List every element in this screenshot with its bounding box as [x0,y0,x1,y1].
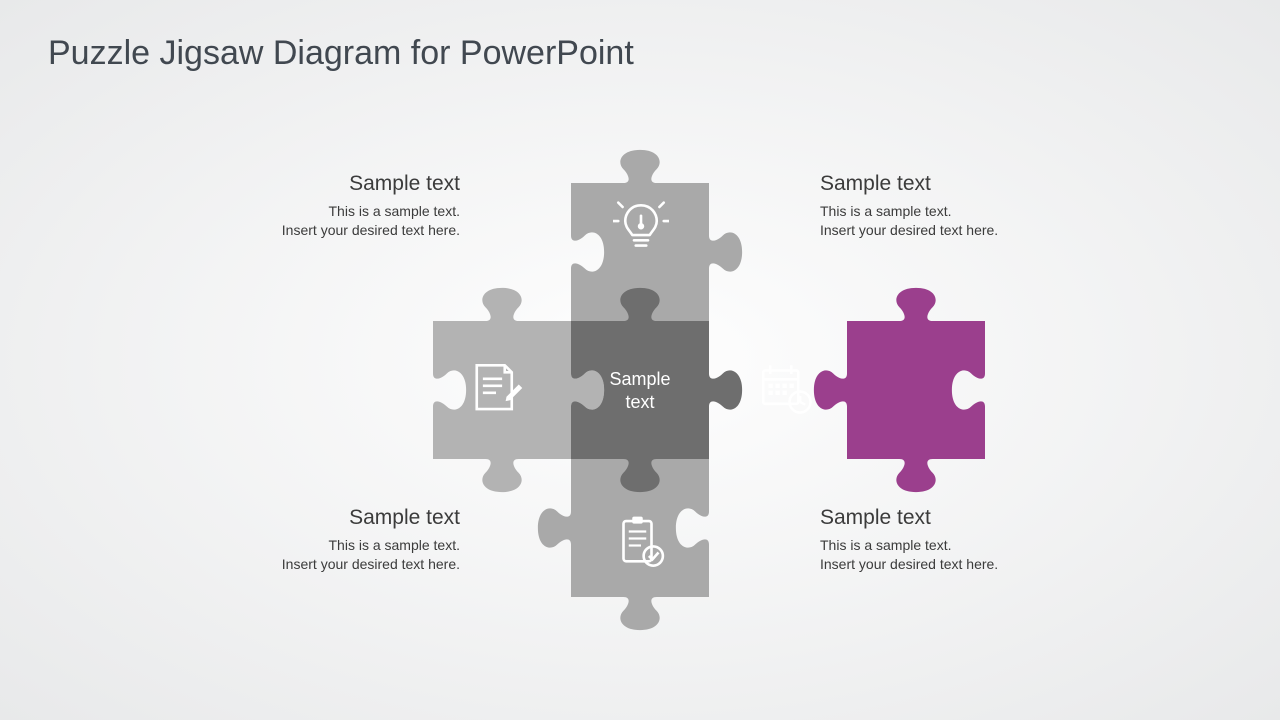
caption-body-1: This is a sample text. [820,536,1080,555]
puzzle-diagram [0,0,1280,720]
caption-body-2: Insert your desired text here. [200,221,460,240]
caption-body-2: Insert your desired text here. [820,555,1080,574]
puzzle-piece-right [814,288,985,492]
caption-title: Sample text [820,172,1080,196]
caption-title: Sample text [200,172,460,196]
caption-top-left: Sample text This is a sample text. Inser… [200,172,460,240]
caption-body-1: This is a sample text. [200,202,460,221]
document-pencil-icon [468,360,524,416]
caption-top-right: Sample text This is a sample text. Inser… [820,172,1080,240]
lightbulb-icon [613,200,669,256]
caption-bottom-left: Sample text This is a sample text. Inser… [200,506,460,574]
caption-body-2: Insert your desired text here. [820,221,1080,240]
caption-title: Sample text [200,506,460,530]
clipboard-check-icon [613,514,669,570]
calendar-clock-icon [758,360,814,416]
center-label: Sample text [590,368,690,413]
caption-bottom-right: Sample text This is a sample text. Inser… [820,506,1080,574]
caption-body-1: This is a sample text. [200,536,460,555]
center-label-line2: text [625,392,654,412]
caption-body-2: Insert your desired text here. [200,555,460,574]
caption-title: Sample text [820,506,1080,530]
slide: Puzzle Jigsaw Diagram for PowerPoint Sa [0,0,1280,720]
center-label-line1: Sample [609,369,670,389]
caption-body-1: This is a sample text. [820,202,1080,221]
